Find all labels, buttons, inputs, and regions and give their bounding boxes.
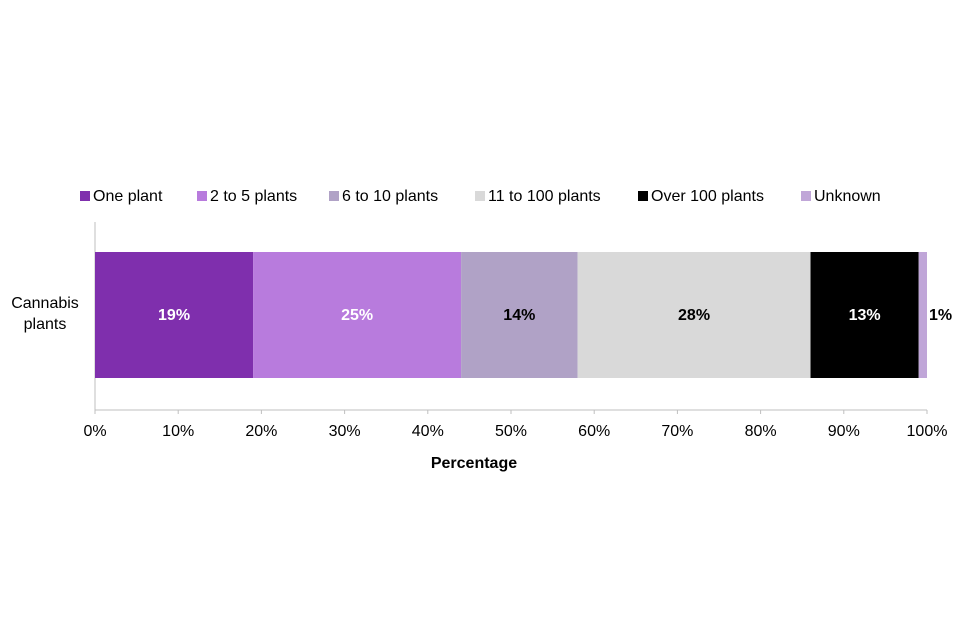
value-label: 28%	[678, 307, 710, 324]
value-label: 1%	[929, 307, 952, 324]
bar-segment	[461, 252, 578, 378]
x-tick-label: 70%	[661, 423, 693, 440]
x-tick-label: 10%	[162, 423, 194, 440]
x-tick-label: 30%	[329, 423, 361, 440]
x-tick-label: 0%	[83, 423, 106, 440]
value-label: 25%	[341, 307, 373, 324]
legend-swatch	[638, 191, 648, 201]
bar-segment	[253, 252, 462, 378]
legend-label: 6 to 10 plants	[342, 188, 438, 205]
x-tick-label: 60%	[578, 423, 610, 440]
x-tick-label: 100%	[907, 423, 948, 440]
x-axis-title: Percentage	[431, 455, 517, 472]
bar-segment	[918, 252, 927, 378]
value-label: 14%	[503, 307, 535, 324]
legend-label: Unknown	[814, 188, 881, 205]
x-tick-label: 40%	[412, 423, 444, 440]
legend-swatch	[329, 191, 339, 201]
legend-swatch	[197, 191, 207, 201]
x-tick-label: 50%	[495, 423, 527, 440]
legend-label: 2 to 5 plants	[210, 188, 297, 205]
legend-swatch	[801, 191, 811, 201]
legend-label: 11 to 100 plants	[488, 188, 601, 205]
value-label: 19%	[158, 307, 190, 324]
legend-label: One plant	[93, 188, 163, 205]
legend-swatch	[80, 191, 90, 201]
bar-segment	[577, 252, 811, 378]
bar-segment	[95, 252, 254, 378]
category-label: Cannabis plants	[11, 295, 79, 333]
x-tick-label: 90%	[828, 423, 860, 440]
bar-segment	[810, 252, 919, 378]
x-tick-label: 80%	[745, 423, 777, 440]
legend-label: Over 100 plants	[651, 188, 764, 205]
x-tick-label: 20%	[245, 423, 277, 440]
value-label: 13%	[849, 307, 881, 324]
legend-swatch	[475, 191, 485, 201]
